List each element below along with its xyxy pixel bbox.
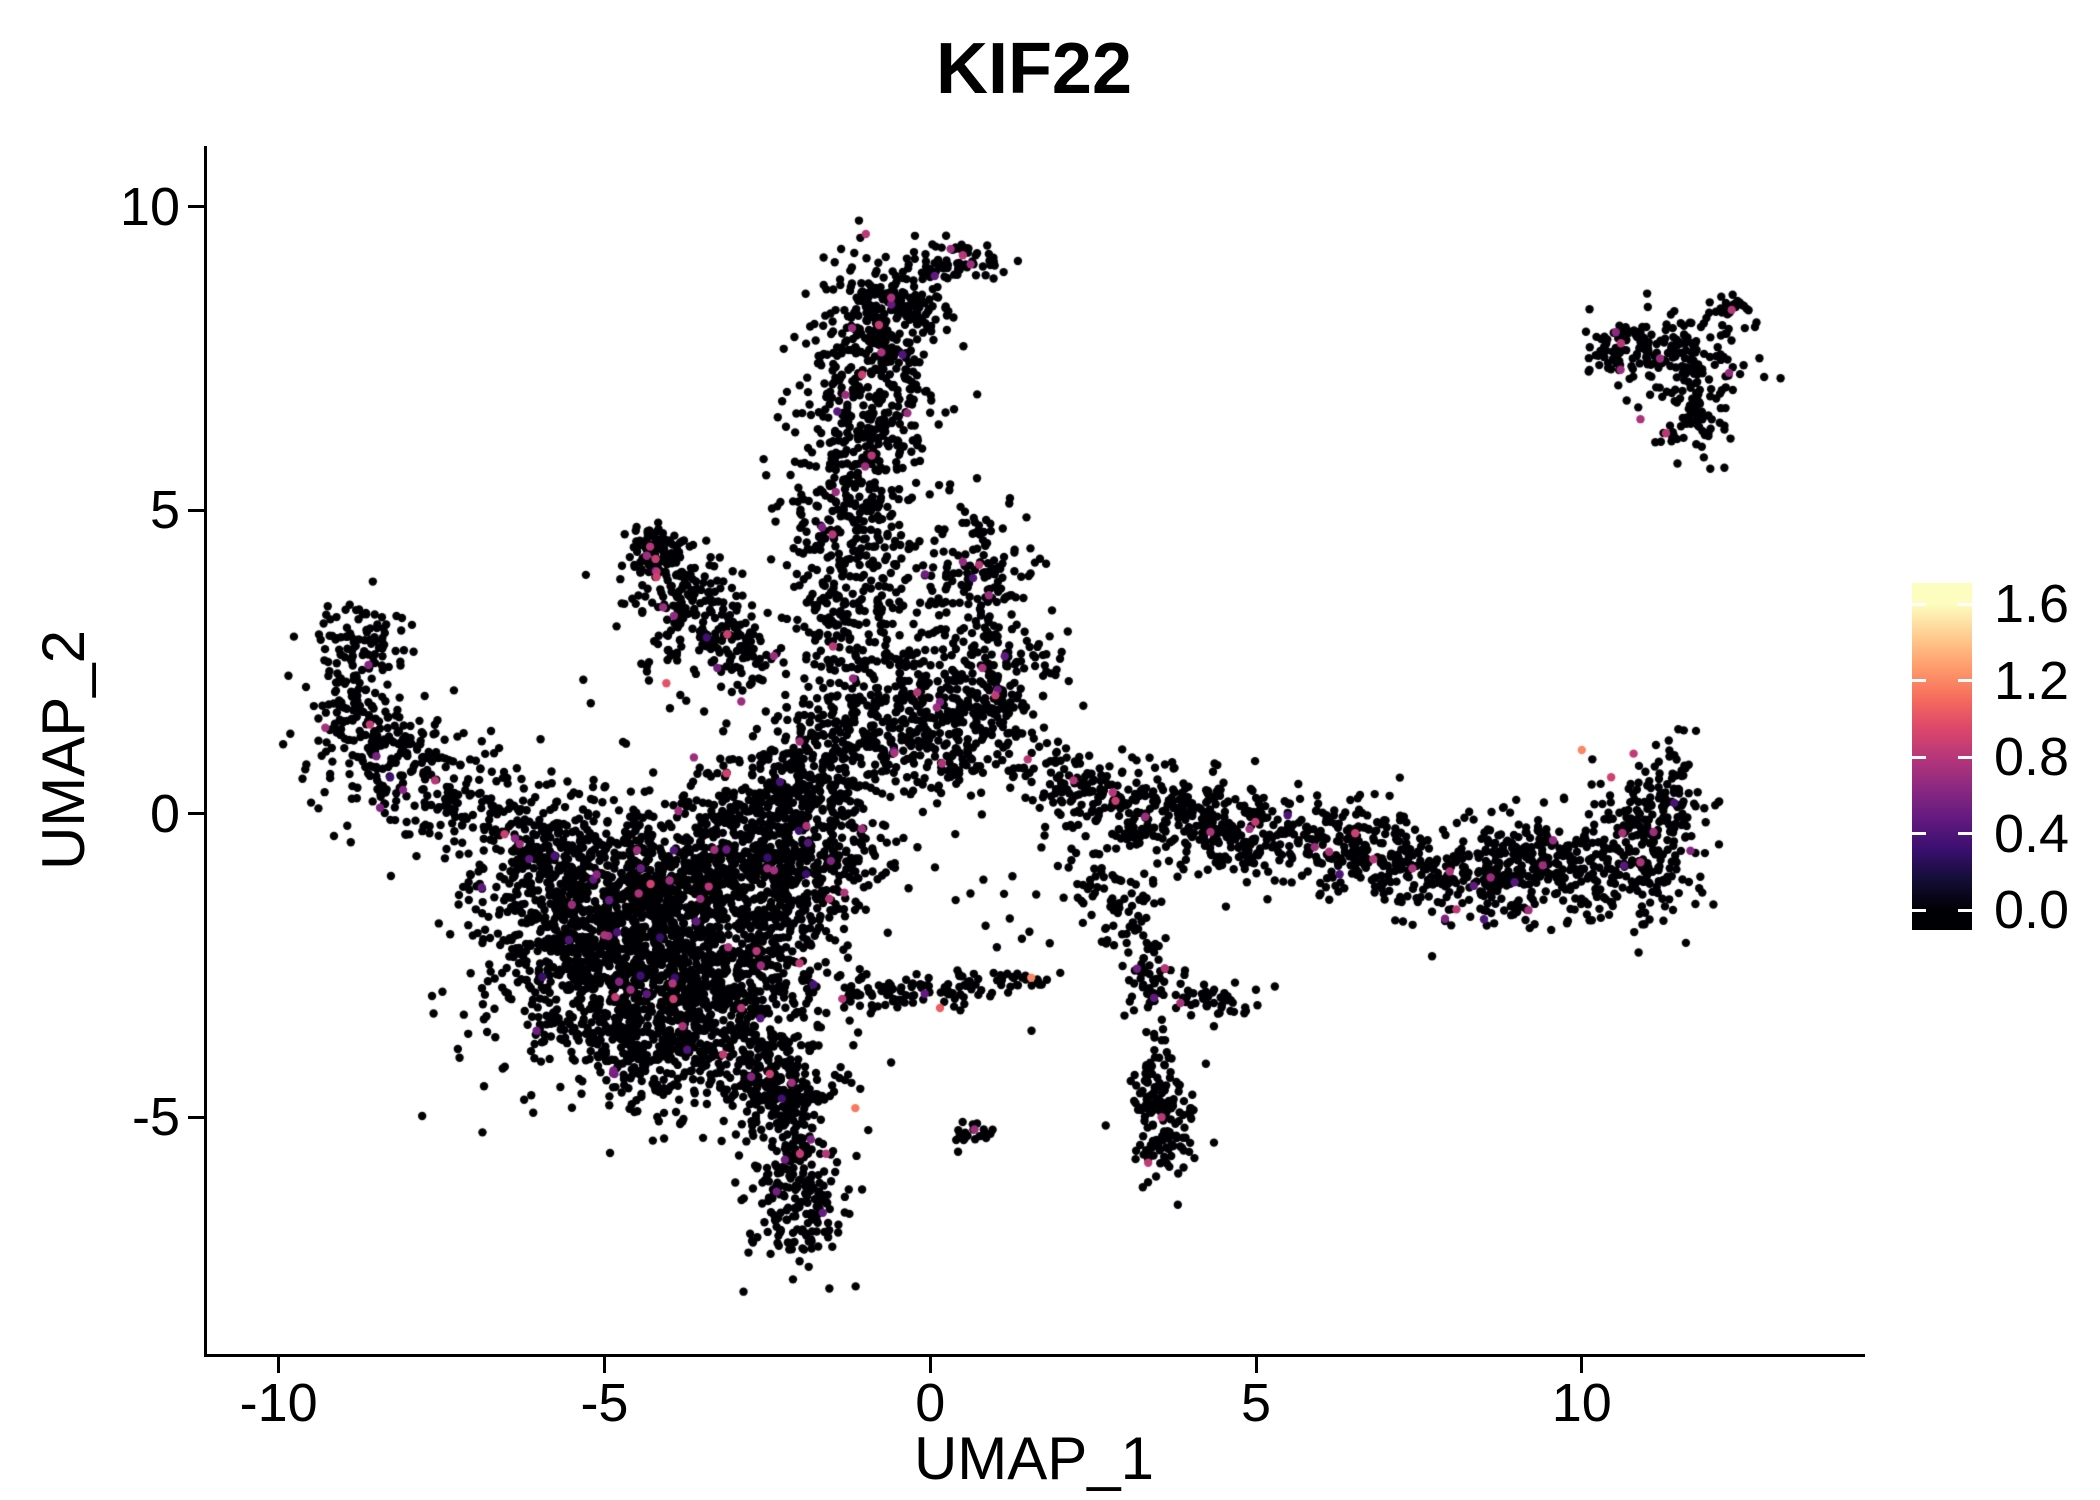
colorbar-tick-mark <box>1912 602 1926 606</box>
colorbar-tick-label: 0.4 <box>1994 803 2070 864</box>
colorbar-tick-mark <box>1958 832 1972 835</box>
x-tick-mark <box>277 1357 281 1373</box>
y-tick-mark <box>188 205 204 209</box>
x-tick-label: 10 <box>1551 1373 1612 1433</box>
colorbar-tick-mark <box>1958 679 1972 682</box>
colorbar-tick-mark <box>1912 755 1926 759</box>
x-axis-line <box>204 1354 1865 1357</box>
x-tick-mark <box>928 1357 932 1373</box>
colorbar-tick-label: 1.6 <box>1994 574 2070 634</box>
x-tick-mark <box>1580 1357 1584 1373</box>
x-tick-label: 0 <box>915 1373 946 1433</box>
colorbar-tick-mark <box>1958 602 1972 606</box>
y-tick-mark <box>188 812 204 816</box>
x-tick-label: -5 <box>580 1373 629 1433</box>
colorbar-tick-label: 0.8 <box>1994 727 2070 787</box>
y-tick-label: 0 <box>149 783 180 844</box>
plot-title: KIF22 <box>935 29 1133 109</box>
x-tick-mark <box>1254 1357 1258 1373</box>
colorbar-tick-label: 1.2 <box>1994 650 2070 711</box>
y-tick-label: 5 <box>149 480 180 541</box>
colorbar-tick-mark <box>1912 908 1926 912</box>
colorbar-tick-mark <box>1912 832 1926 835</box>
x-tick-label: -10 <box>239 1373 318 1433</box>
colorbar-tick-mark <box>1958 755 1972 759</box>
colorbar-tick-mark <box>1912 679 1926 682</box>
colorbar-tick-mark <box>1958 908 1972 912</box>
x-tick-mark <box>602 1357 606 1373</box>
y-axis-title: UMAP_2 <box>30 629 97 871</box>
y-tick-mark <box>188 508 204 512</box>
y-axis-line <box>204 146 207 1357</box>
y-tick-label: -5 <box>131 1087 180 1148</box>
x-tick-label: 5 <box>1241 1373 1272 1433</box>
y-tick-mark <box>188 1115 204 1119</box>
x-axis-title: UMAP_1 <box>913 1425 1155 1492</box>
y-tick-label: 10 <box>119 176 180 237</box>
colorbar-tick-label: 0.0 <box>1994 880 2070 940</box>
